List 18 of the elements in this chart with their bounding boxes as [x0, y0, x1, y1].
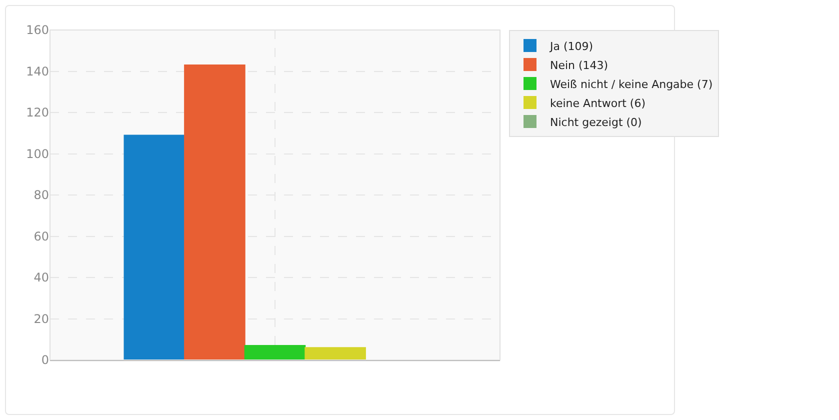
- y-tick-label: 160: [26, 23, 49, 38]
- legend-label: Ja (109): [549, 40, 594, 53]
- bar: [244, 345, 306, 360]
- y-tick-label: 100: [26, 146, 49, 161]
- bar: [124, 134, 186, 360]
- y-tick-label: 60: [34, 229, 49, 244]
- legend-label: keine Antwort (6): [550, 96, 646, 110]
- y-tick-label: 120: [26, 106, 49, 120]
- y-tick-label: 140: [26, 64, 49, 78]
- y-tick-label: 0: [41, 353, 49, 368]
- bar: [184, 64, 246, 360]
- bar: [304, 347, 366, 360]
- legend-label: Weiß nicht / keine Angabe (7): [550, 78, 713, 91]
- y-tick-label: 20: [34, 312, 49, 326]
- legend-label: Nein (143): [550, 58, 608, 72]
- legend-label: Nicht gezeigt (0): [550, 116, 642, 129]
- y-tick-label: 80: [34, 188, 49, 202]
- y-tick-label: 40: [34, 270, 49, 285]
